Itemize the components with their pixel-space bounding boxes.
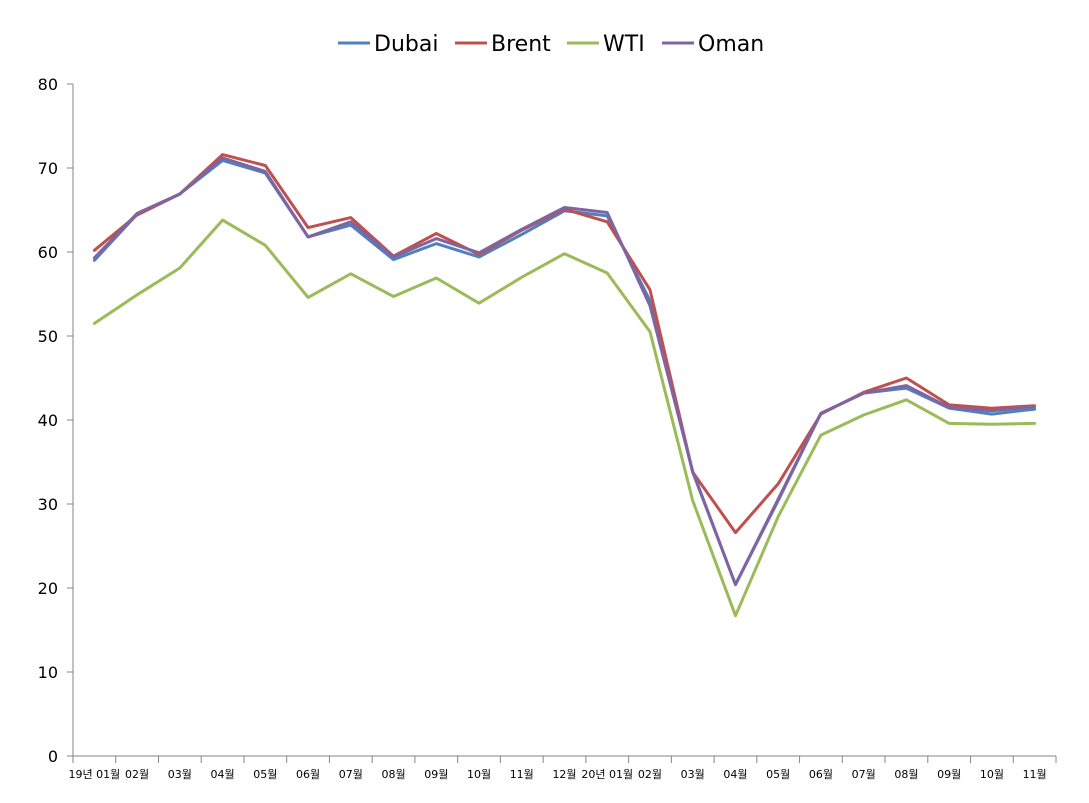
x-tick-label: 05월 [253,768,277,781]
x-tick-label: 06월 [296,768,320,781]
legend-item-dubai: Dubai [338,32,438,57]
legend-label: WTI [603,32,645,57]
x-tick-label: 08월 [894,768,918,781]
series-layer [92,153,1037,618]
x-tick-label: 11월 [510,768,534,781]
legend-item-oman: Oman [662,32,764,57]
y-tick-label: 40 [38,411,58,430]
x-tick-label: 02월 [125,768,149,781]
y-tick-label: 70 [38,159,58,178]
x-tick-label: 09월 [424,768,448,781]
y-tick-label: 20 [38,579,58,598]
y-tick-label: 80 [38,75,58,94]
y-tick-label: 30 [38,495,58,514]
x-tick-label: 05월 [766,768,790,781]
x-tick-label: 10월 [467,768,491,781]
y-axis: 0 10 20 30 40 50 60 70 80 [38,75,74,766]
x-tick-label: 11월 [1023,768,1047,781]
x-tick-label: 04월 [211,768,235,781]
x-tick-label: 07월 [339,768,363,781]
legend-item-wti: WTI [567,32,645,57]
x-axis: 19년 01월 02월 03월 04월 05월 06월 07월 08월 09월 10월 11월 12월… [69,755,1057,781]
x-tick-label: 04월 [723,768,747,781]
x-tick-label: 02월 [638,768,662,781]
x-tick-label: 03월 [681,768,705,781]
legend-item-brent: Brent [455,32,551,57]
legend-label: Oman [698,32,764,57]
series-line-dubai [92,158,1037,587]
y-tick-label: 0 [48,747,58,766]
series-line-wti [92,218,1037,618]
x-tick-label: 08월 [381,768,405,781]
legend-label: Brent [491,32,551,57]
x-tick-label: 19년 01월 [69,768,121,781]
x-tick-label: 10월 [980,768,1004,781]
x-tick-label: 20년 01월 [581,768,633,781]
x-tick-label: 06월 [809,768,833,781]
series-line-oman [92,156,1037,587]
series-line-brent [92,153,1037,535]
legend-label: Dubai [374,32,438,57]
y-tick-label: 10 [38,663,58,682]
legend: Dubai Brent WTI Oman [338,32,764,57]
y-tick-label: 60 [38,243,58,262]
x-tick-label: 03월 [168,768,192,781]
x-tick-label: 12월 [552,768,576,781]
x-tick-label: 07월 [852,768,876,781]
x-tick-label: 09월 [937,768,961,781]
y-tick-label: 50 [38,327,58,346]
